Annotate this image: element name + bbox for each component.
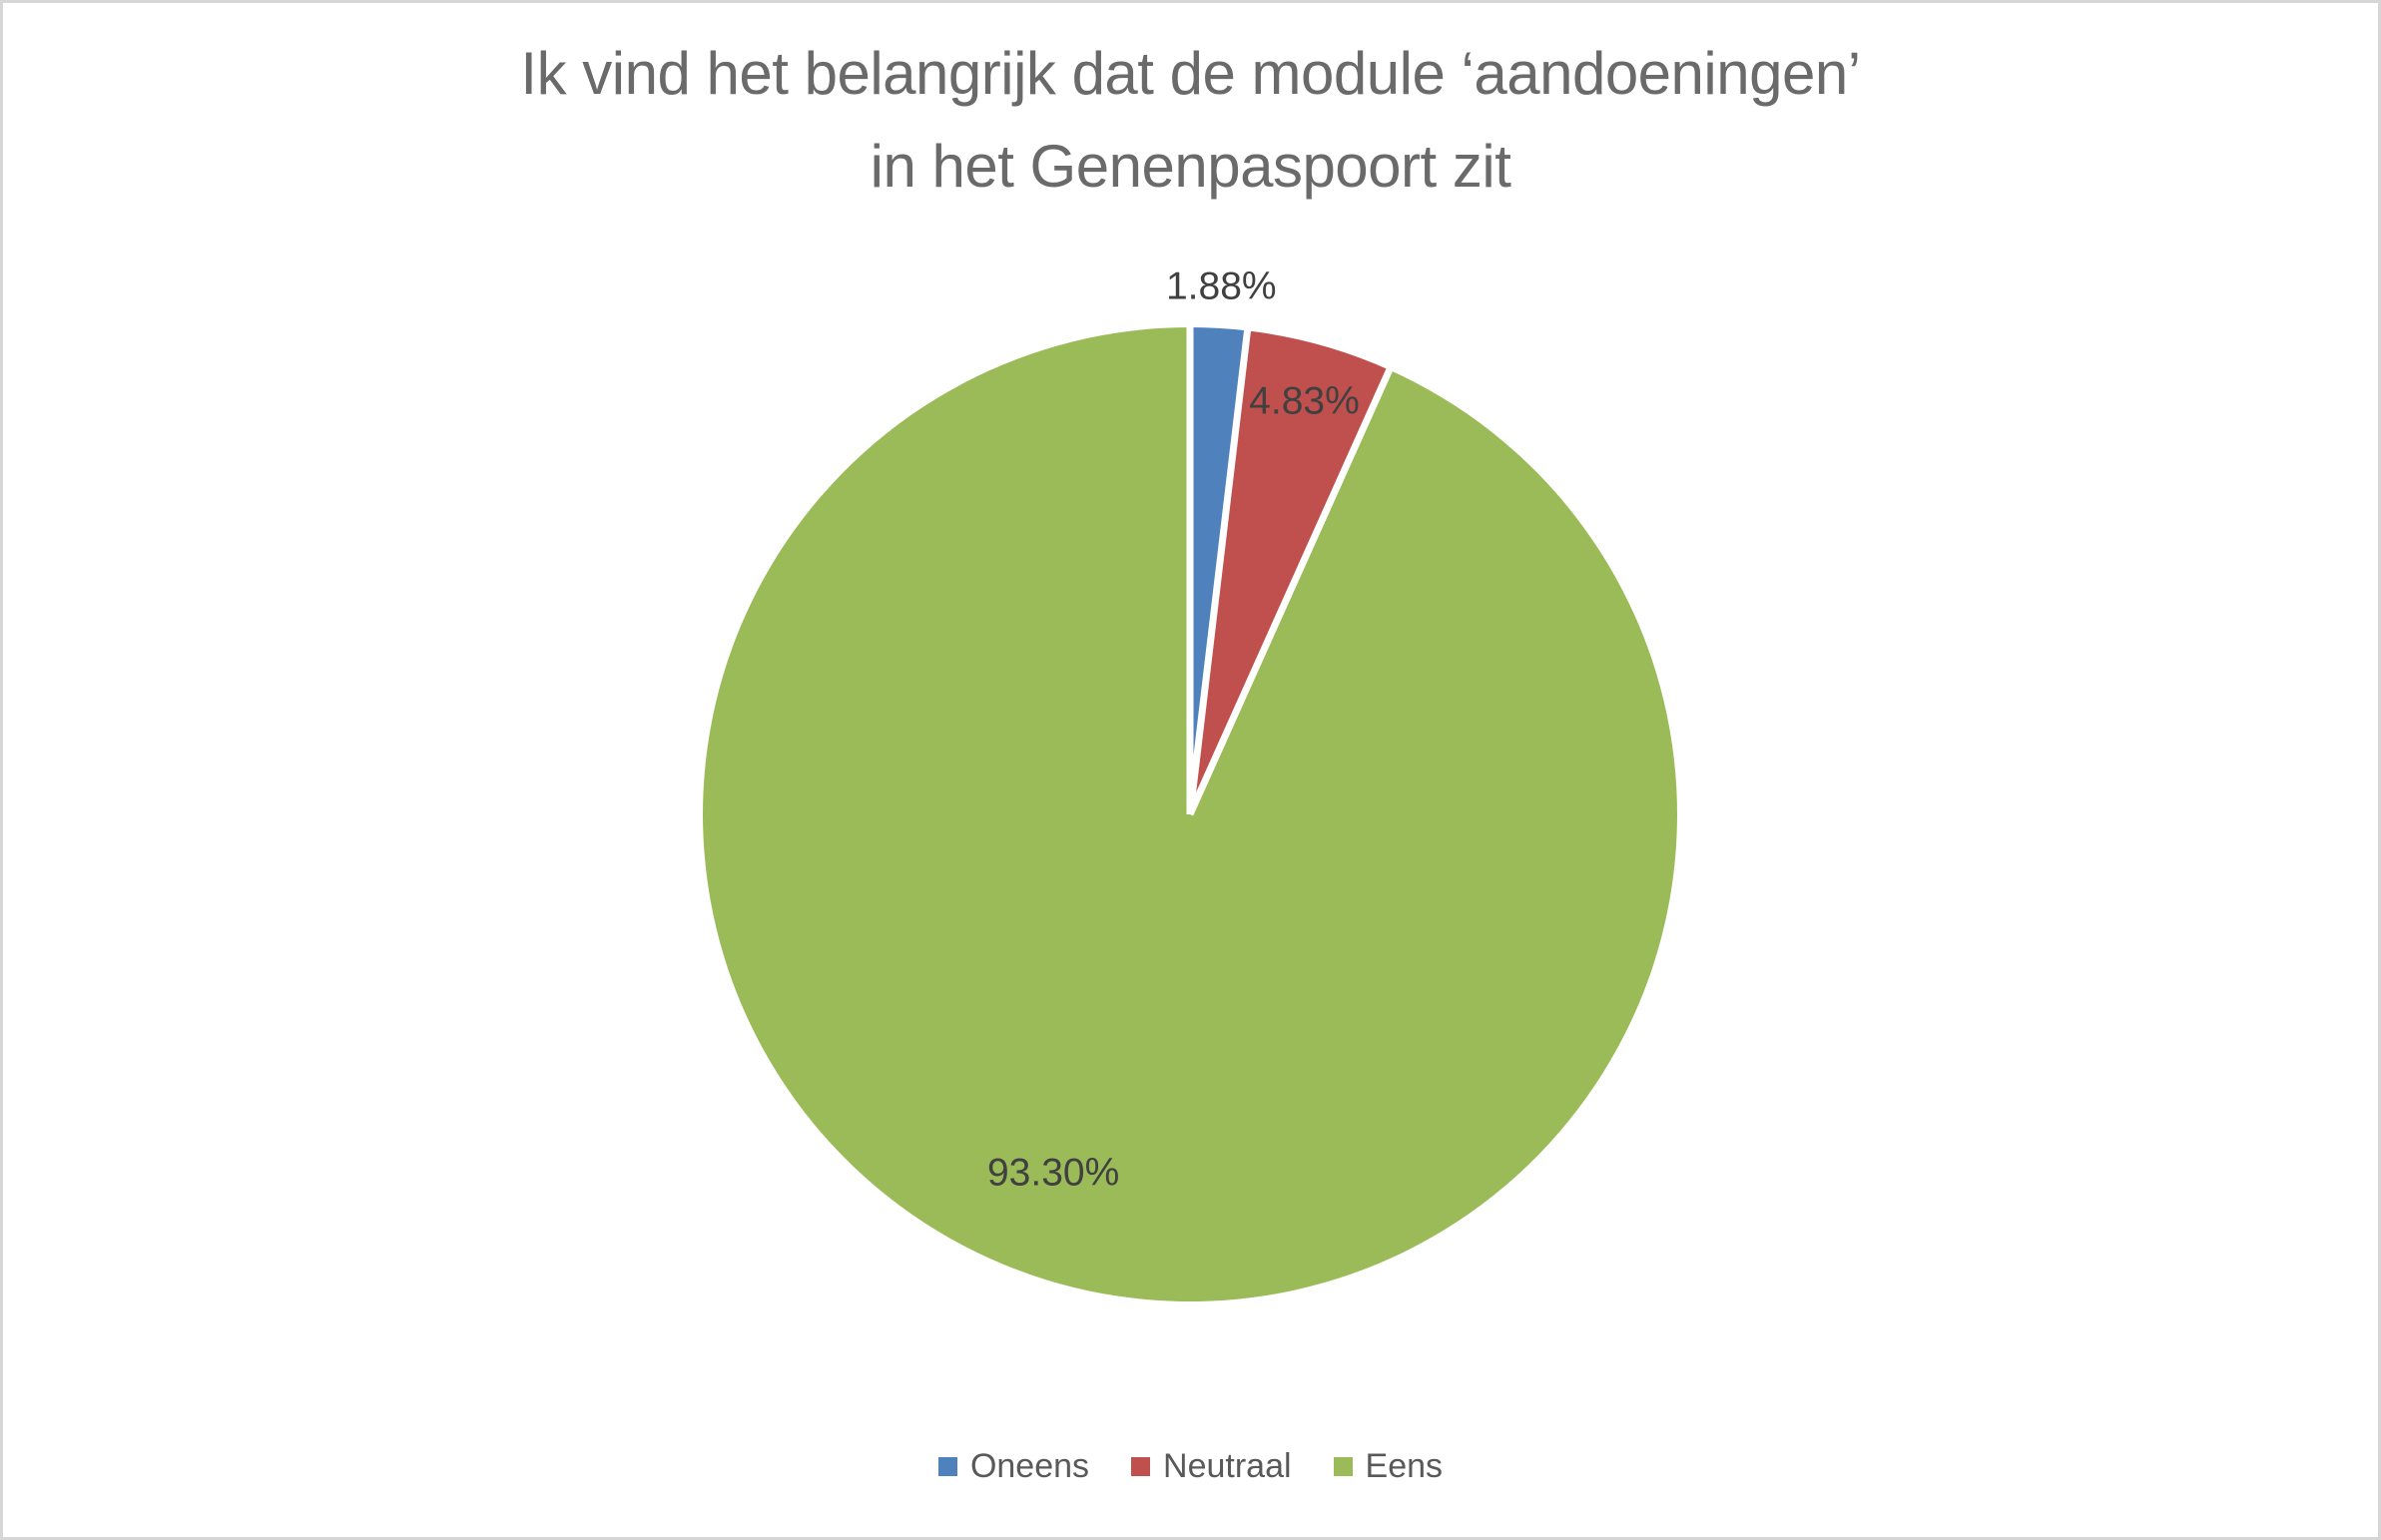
data-label-neutraal: 4.83%: [1249, 380, 1360, 423]
legend-swatch-neutraal: [1131, 1456, 1151, 1476]
legend-swatch-oneens: [937, 1456, 957, 1476]
pie-slice-separator: [1186, 367, 1394, 816]
legend-label-eens: Eens: [1365, 1447, 1444, 1485]
legend-item-neutraal: Neutraal: [1131, 1449, 1292, 1483]
legend: Oneens Neutraal Eens: [3, 1449, 2378, 1483]
legend-label-oneens: Oneens: [969, 1447, 1090, 1485]
chart-title-line1: Ik vind het belangrijk dat de module ‘aa…: [520, 40, 1861, 107]
data-label-oneens: 1.88%: [1166, 264, 1277, 307]
legend-item-oneens: Oneens: [937, 1447, 1090, 1485]
legend-swatch-eens: [1333, 1456, 1353, 1476]
pie-slice-neutraal: [1190, 330, 1390, 814]
pie-slice-separator: [1186, 329, 1252, 815]
data-label-eens: 93.30%: [987, 1151, 1119, 1194]
chart-title: Ik vind het belangrijk dat de module ‘aa…: [3, 27, 2378, 213]
chart-title-line2: in het Genenpaspoort zit: [870, 133, 1511, 200]
legend-item-eens: Eens: [1333, 1447, 1444, 1485]
legend-label-neutraal: Neutraal: [1163, 1447, 1292, 1485]
